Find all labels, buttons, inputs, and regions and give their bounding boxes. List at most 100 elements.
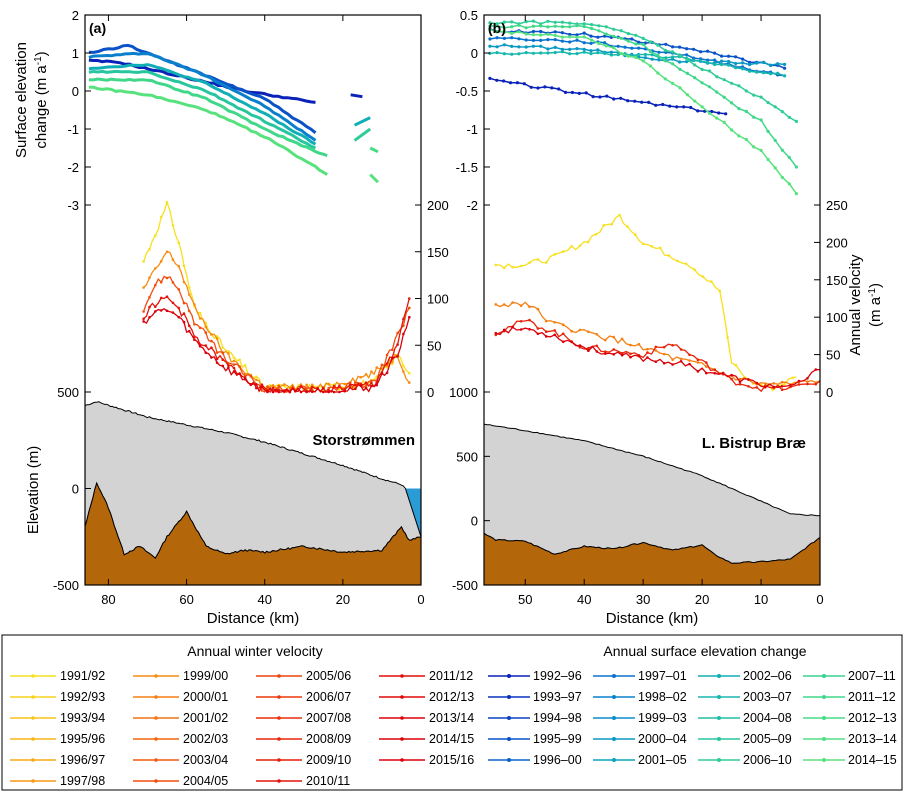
- elevation-change-point: [700, 81, 704, 85]
- velocity-point: [359, 376, 363, 379]
- velocity-point: [772, 382, 775, 385]
- velocity-point: [612, 335, 615, 339]
- velocity-point: [726, 336, 729, 339]
- velocity-point: [528, 305, 531, 309]
- velocity-point: [667, 254, 671, 257]
- tick-label-elevation: 1000: [449, 385, 478, 400]
- tick-label-distance: 20: [695, 592, 709, 607]
- velocity-point: [553, 253, 556, 256]
- elevation-change-point: [769, 63, 773, 67]
- elevation-change-point: [657, 58, 661, 62]
- velocity-point: [159, 309, 163, 312]
- elevation-change-point: [495, 51, 499, 55]
- velocity-point: [528, 261, 531, 265]
- legend-dh-marker: [612, 758, 616, 762]
- velocity-point: [662, 352, 666, 356]
- elevation-change-point: [648, 64, 653, 68]
- velocity-point: [659, 246, 662, 250]
- elevation-change-point: [495, 30, 499, 34]
- legend-dh-label: 1998–02: [638, 690, 687, 704]
- elevation-change-segment: [353, 127, 372, 142]
- velocity-point: [402, 317, 405, 321]
- velocity-point: [165, 201, 169, 204]
- tick-label-dh: -1.5: [456, 160, 478, 175]
- tick-label-dh: 2: [72, 8, 79, 23]
- velocity-point: [305, 387, 308, 390]
- velocity-point: [545, 261, 548, 264]
- elevation-change-point: [531, 51, 536, 55]
- velocity-point: [332, 390, 336, 394]
- velocity-point: [684, 262, 688, 266]
- velocity-point: [283, 389, 286, 392]
- elevation-change-point: [671, 55, 675, 59]
- panel-a-elevation-change-lines: [88, 43, 380, 184]
- elevation-change-point: [517, 52, 521, 56]
- velocity-point: [713, 368, 716, 372]
- legend-dh-marker: [822, 695, 826, 699]
- panel-a-velocity-lines: [142, 200, 411, 394]
- elevation-change-point: [596, 35, 600, 39]
- velocity-point: [142, 317, 145, 321]
- bedrock: [85, 481, 421, 585]
- legend-velocity-label: 2001/02: [183, 711, 228, 725]
- velocity-point: [396, 343, 399, 346]
- elevation-change-point: [759, 148, 763, 152]
- velocity-point: [148, 316, 151, 319]
- velocity-point: [215, 361, 219, 365]
- legend-velocity-marker: [154, 737, 158, 741]
- ylabel-velocity-line2: (m a-1): [867, 283, 884, 327]
- velocity-point: [380, 372, 384, 375]
- tick-label-distance: 0: [816, 592, 823, 607]
- velocity-point: [221, 351, 225, 355]
- elevation-change-point: [713, 62, 717, 67]
- velocity-point: [408, 306, 411, 310]
- velocity-point: [634, 233, 637, 236]
- elevation-change-point: [502, 20, 506, 24]
- elevation-change-segment: [350, 93, 363, 99]
- legend-velocity-marker: [400, 695, 404, 699]
- velocity-point: [159, 280, 163, 284]
- elevation-change-point: [612, 27, 616, 31]
- legend-dh-marker: [717, 758, 721, 762]
- elevation-change-point: [502, 52, 506, 56]
- legend-velocity-label: 2000/01: [183, 690, 228, 704]
- elevation-change-point: [663, 48, 667, 53]
- elevation-change-point: [717, 111, 721, 115]
- elevation-change-point: [603, 41, 607, 45]
- velocity-point: [806, 380, 809, 384]
- legend-velocity-label: 2006/07: [306, 690, 351, 704]
- elevation-change-point: [546, 32, 550, 36]
- elevation-change-point: [539, 24, 543, 28]
- panel-a-bed-profile: [85, 401, 421, 585]
- velocity-point: [528, 328, 531, 331]
- legend-dh-label: 2013–14: [848, 732, 897, 746]
- velocity-point: [177, 288, 181, 291]
- elevation-change-point: [755, 61, 759, 65]
- velocity-point: [204, 344, 208, 347]
- legend-dh-marker: [822, 674, 826, 678]
- elevation-change-point: [589, 52, 593, 56]
- velocity-point: [511, 301, 514, 304]
- tick-label-elevation: 0: [72, 482, 79, 497]
- velocity-point: [679, 360, 683, 363]
- elevation-change-point: [724, 112, 728, 116]
- legend-velocity-label: 2010/11: [306, 774, 350, 788]
- tick-label-dh: 0: [471, 46, 478, 61]
- elevation-change-point: [671, 81, 675, 85]
- velocity-point: [271, 384, 275, 387]
- elevation-change-point: [553, 50, 557, 55]
- velocity-point: [705, 371, 708, 375]
- panel-b-velocity-lines: [494, 213, 820, 393]
- elevation-change-series: [88, 63, 317, 146]
- velocity-point: [780, 385, 784, 388]
- velocity-point: [587, 346, 590, 350]
- velocity-point: [142, 310, 145, 313]
- velocity-point: [193, 323, 196, 326]
- velocity-point: [780, 380, 784, 384]
- elevation-change-point: [546, 51, 550, 55]
- velocity-point: [710, 280, 713, 283]
- elevation-change-series: [88, 51, 317, 142]
- legend-dh-label: 2006–10: [743, 753, 792, 767]
- velocity-point: [671, 358, 674, 362]
- tick-label-distance: 60: [179, 592, 193, 607]
